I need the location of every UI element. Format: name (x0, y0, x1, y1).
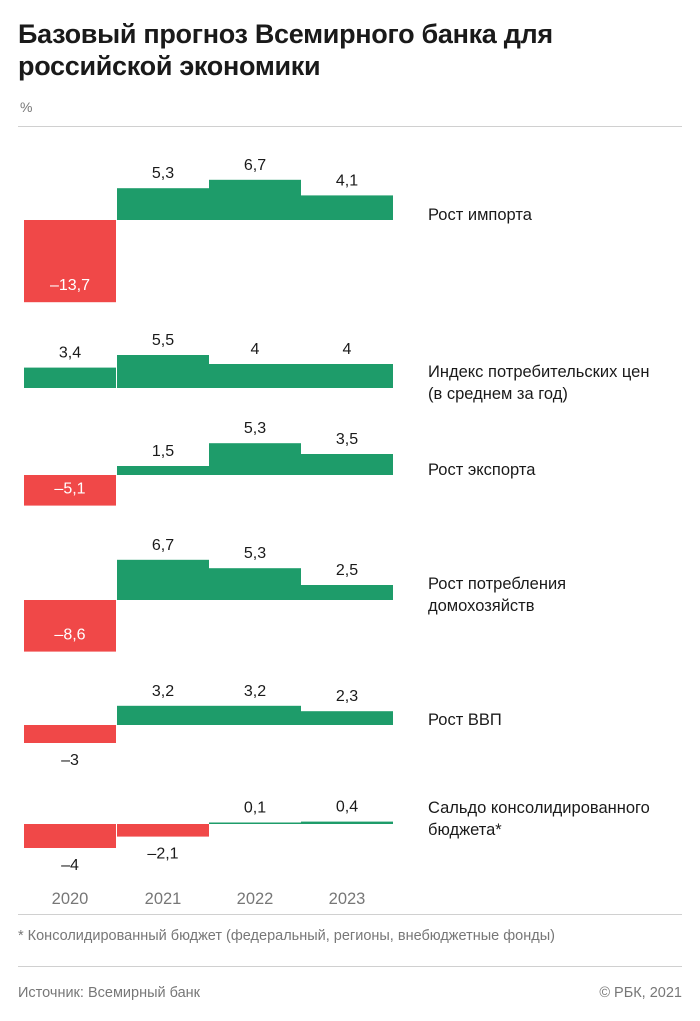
value-label-1-2021: 5,3 (152, 165, 174, 182)
bar-4-2020 (24, 600, 116, 652)
value-label-3-2021: 1,5 (152, 443, 174, 460)
bar-6-2020 (24, 824, 116, 848)
bar-3-2023 (301, 454, 393, 475)
value-label-4-2023: 2,5 (336, 562, 358, 579)
value-label-4-2020: –8,6 (54, 627, 85, 644)
value-label-1-2023: 4,1 (336, 172, 358, 189)
value-label-3-2023: 3,5 (336, 431, 358, 448)
bar-3-2022 (209, 443, 301, 475)
series-label-6-line-1: Сальдо консолидированного (428, 799, 650, 817)
bar-6-2023 (301, 821, 393, 824)
year-label-2021: 2021 (145, 890, 182, 908)
series-label-3: Рост экспорта (428, 461, 536, 479)
bar-5-2021 (117, 705, 209, 725)
value-label-2-2023: 4 (343, 341, 352, 358)
bar-4-2021 (117, 559, 209, 600)
bar-1-2023 (301, 195, 393, 220)
bar-5-2022 (209, 705, 301, 725)
bar-5-2023 (301, 711, 393, 725)
bar-3-2021 (117, 466, 209, 475)
value-label-4-2021: 6,7 (152, 537, 174, 554)
value-label-2-2021: 5,5 (152, 332, 174, 349)
value-label-4-2022: 5,3 (244, 545, 266, 562)
series-label-6-line-2: бюджета* (428, 821, 502, 839)
value-label-1-2020: –13,7 (50, 277, 90, 294)
value-label-6-2023: 0,4 (336, 799, 358, 816)
value-label-5-2023: 2,3 (336, 688, 358, 705)
year-label-2020: 2020 (52, 890, 89, 908)
bar-5-2020 (24, 725, 116, 743)
bar-2-2021 (117, 355, 209, 388)
year-label-2023: 2023 (329, 890, 366, 908)
bottom-divider (18, 914, 682, 915)
value-label-6-2020: –4 (61, 857, 79, 874)
series-label-4-line-2: домохозяйств (428, 597, 535, 615)
value-label-6-2022: 0,1 (244, 800, 266, 817)
value-label-2-2020: 3,4 (59, 345, 81, 362)
bar-2-2022 (209, 364, 301, 388)
series-label-2-line-1: Индекс потребительских цен (428, 363, 649, 381)
value-label-3-2020: –5,1 (54, 481, 85, 498)
value-label-6-2021: –2,1 (147, 846, 178, 863)
top-divider (18, 126, 682, 127)
value-label-2-2022: 4 (251, 341, 260, 358)
bar-1-2022 (209, 179, 301, 220)
bar-4-2023 (301, 585, 393, 600)
year-label-2022: 2022 (237, 890, 274, 908)
bar-1-2021 (117, 188, 209, 220)
series-label-4-line-1: Рост потребления (428, 575, 566, 593)
chart-title: Базовый прогноз Всемирного банка для рос… (18, 19, 553, 81)
series-label-5: Рост ВВП (428, 711, 502, 729)
footer-divider (18, 966, 682, 967)
bar-2-2020 (24, 367, 116, 388)
value-label-3-2022: 5,3 (244, 420, 266, 437)
value-label-5-2020: –3 (61, 752, 79, 769)
footnote: * Консолидированный бюджет (федеральный,… (18, 928, 555, 944)
unit-label: % (20, 99, 33, 115)
bar-6-2021 (117, 824, 209, 837)
bar-2-2023 (301, 364, 393, 388)
copyright-label: © РБК, 2021 (599, 985, 682, 1001)
bar-3-2020 (24, 475, 116, 506)
value-label-5-2021: 3,2 (152, 683, 174, 700)
series-label-1: Рост импорта (428, 206, 533, 224)
bar-6-2022 (209, 822, 301, 824)
chart-area: –13,7 5,3 6,7 4,1 Рост импорта 3,4 5,5 4 4 Индекс… (24, 157, 650, 908)
source-label: Источник: Всемирный банк (18, 985, 201, 1001)
bar-4-2022 (209, 568, 301, 600)
bar-1-2020 (24, 220, 116, 303)
value-label-1-2022: 6,7 (244, 157, 266, 174)
series-label-2-line-2: (в среднем за год) (428, 385, 568, 403)
value-label-5-2022: 3,2 (244, 683, 266, 700)
